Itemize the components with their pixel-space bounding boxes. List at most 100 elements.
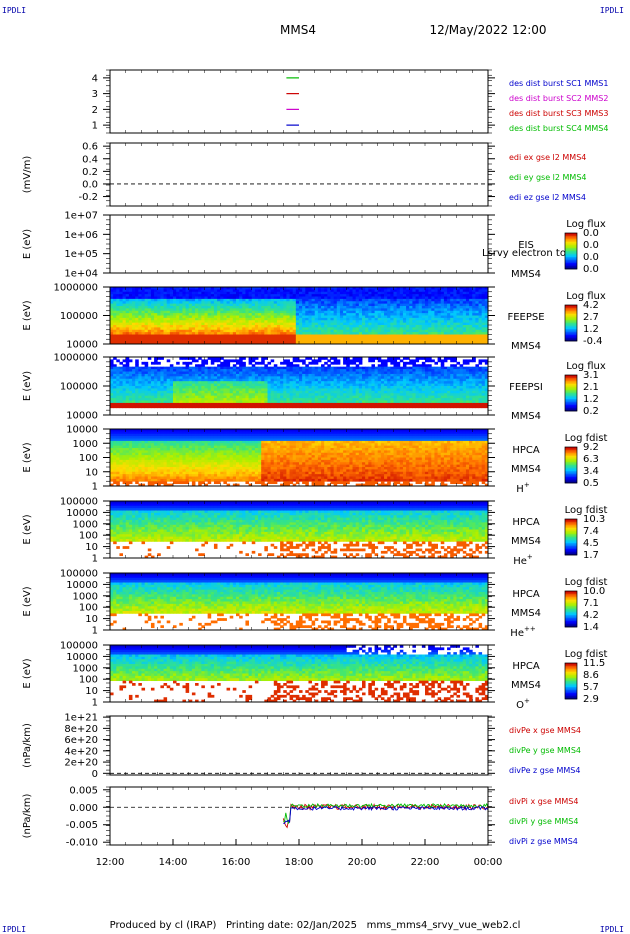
heatmap-cell	[110, 398, 114, 401]
heatmap-cell	[380, 395, 385, 399]
heatmap-cell	[135, 322, 139, 326]
heatmap-cell	[173, 369, 177, 372]
heatmap-cell	[330, 298, 335, 302]
heatmap-cell	[144, 381, 149, 384]
heatmap-cell	[399, 359, 404, 363]
heatmap-cell	[264, 357, 268, 360]
heatmap-cell	[169, 405, 174, 409]
heatmap-cell	[239, 315, 243, 319]
heatmap-cell	[154, 291, 158, 295]
heatmap-cell	[135, 287, 139, 290]
heatmap-cell	[239, 400, 243, 404]
heatmap-cell	[396, 336, 401, 340]
heatmap-cell	[188, 395, 193, 399]
heatmap-cell	[176, 294, 180, 297]
heatmap-cell	[402, 366, 407, 370]
heatmap-cell	[122, 369, 127, 372]
heatmap-cell	[144, 366, 149, 370]
heatmap-cell	[346, 371, 350, 375]
heatmap-cell	[188, 327, 193, 331]
heatmap-cell	[302, 325, 306, 328]
heatmap-cell	[276, 298, 281, 302]
heatmap-cell	[365, 369, 369, 372]
heatmap-cell	[352, 313, 357, 316]
heatmap-cell	[289, 393, 294, 397]
heatmap-cell	[462, 310, 467, 314]
heatmap-cell	[302, 296, 306, 300]
heatmap-cell	[368, 369, 372, 372]
heatmap-cell	[283, 395, 287, 399]
heatmap-cell	[198, 388, 202, 392]
heatmap-cell	[229, 313, 234, 316]
heatmap-cell	[132, 301, 136, 305]
heatmap-cell	[173, 294, 177, 297]
heatmap-cell	[176, 400, 180, 404]
heatmap-cell	[462, 306, 467, 309]
heatmap-cell	[469, 298, 473, 302]
heatmap-cell	[144, 398, 149, 401]
heatmap-cell	[207, 386, 212, 389]
heatmap-cell	[119, 378, 123, 382]
heatmap-cell	[201, 336, 205, 340]
heatmap-cell	[333, 402, 338, 406]
heatmap-cell	[267, 327, 272, 331]
heatmap-cell	[295, 383, 300, 387]
heatmap-cell	[412, 308, 416, 312]
heatmap-cell	[220, 298, 224, 302]
heatmap-cell	[409, 303, 413, 307]
heatmap-cell	[409, 402, 413, 406]
heatmap-cell	[283, 310, 287, 314]
heatmap-cell	[387, 371, 391, 375]
heatmap-cell	[270, 308, 275, 312]
heatmap-cell	[182, 366, 186, 370]
heatmap-cell	[264, 376, 268, 380]
heatmap-cell	[264, 402, 268, 406]
heatmap-cell	[201, 390, 205, 394]
heatmap-cell	[469, 294, 473, 297]
heatmap-cell	[343, 371, 347, 375]
heatmap-cell	[242, 320, 246, 324]
heatmap-cell	[292, 315, 297, 319]
instrument-label: FEEPSE	[507, 312, 544, 323]
heatmap-cell	[393, 291, 398, 295]
heatmap-cell	[333, 341, 338, 345]
heatmap-cell	[188, 357, 193, 360]
heatmap-cell	[138, 301, 142, 305]
heatmap-cell	[223, 315, 227, 319]
heatmap-cell	[163, 378, 168, 382]
heatmap-cell	[125, 400, 130, 404]
heatmap-cell	[207, 301, 212, 305]
heatmap-cell	[276, 398, 281, 401]
heatmap-cell	[321, 364, 325, 368]
heatmap-cell	[276, 291, 281, 295]
heatmap-cell	[349, 308, 353, 312]
heatmap-cell	[188, 303, 193, 307]
heatmap-cell	[166, 332, 171, 335]
heatmap-cell	[305, 395, 309, 399]
heatmap-cell	[346, 383, 350, 387]
heatmap-cell	[245, 308, 249, 312]
heatmap-cell	[179, 320, 183, 324]
heatmap-cell	[191, 388, 196, 392]
heatmap-cell	[343, 405, 347, 409]
heatmap-cell	[191, 339, 196, 343]
heatmap-cell	[311, 320, 316, 324]
heatmap-cell	[229, 334, 234, 338]
heatmap-cell	[362, 339, 366, 343]
heatmap-cell	[374, 376, 379, 380]
heatmap-cell	[160, 393, 164, 397]
heatmap-cell	[163, 310, 168, 314]
heatmap-cell	[110, 332, 114, 335]
heatmap-cell	[352, 332, 357, 335]
heatmap-cell	[384, 376, 388, 380]
heatmap-cell	[198, 378, 202, 382]
heatmap-cell	[292, 339, 297, 343]
heatmap-cell	[176, 332, 180, 335]
heatmap-cell	[147, 366, 152, 370]
heatmap-cell	[179, 371, 183, 375]
heatmap-cell	[409, 386, 413, 389]
heatmap-cell	[412, 291, 416, 295]
heatmap-cell	[475, 298, 479, 302]
heatmap-cell	[239, 332, 243, 335]
heatmap-cell	[128, 313, 133, 316]
